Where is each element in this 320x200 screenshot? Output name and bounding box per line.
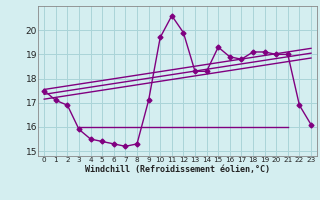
- X-axis label: Windchill (Refroidissement éolien,°C): Windchill (Refroidissement éolien,°C): [85, 165, 270, 174]
